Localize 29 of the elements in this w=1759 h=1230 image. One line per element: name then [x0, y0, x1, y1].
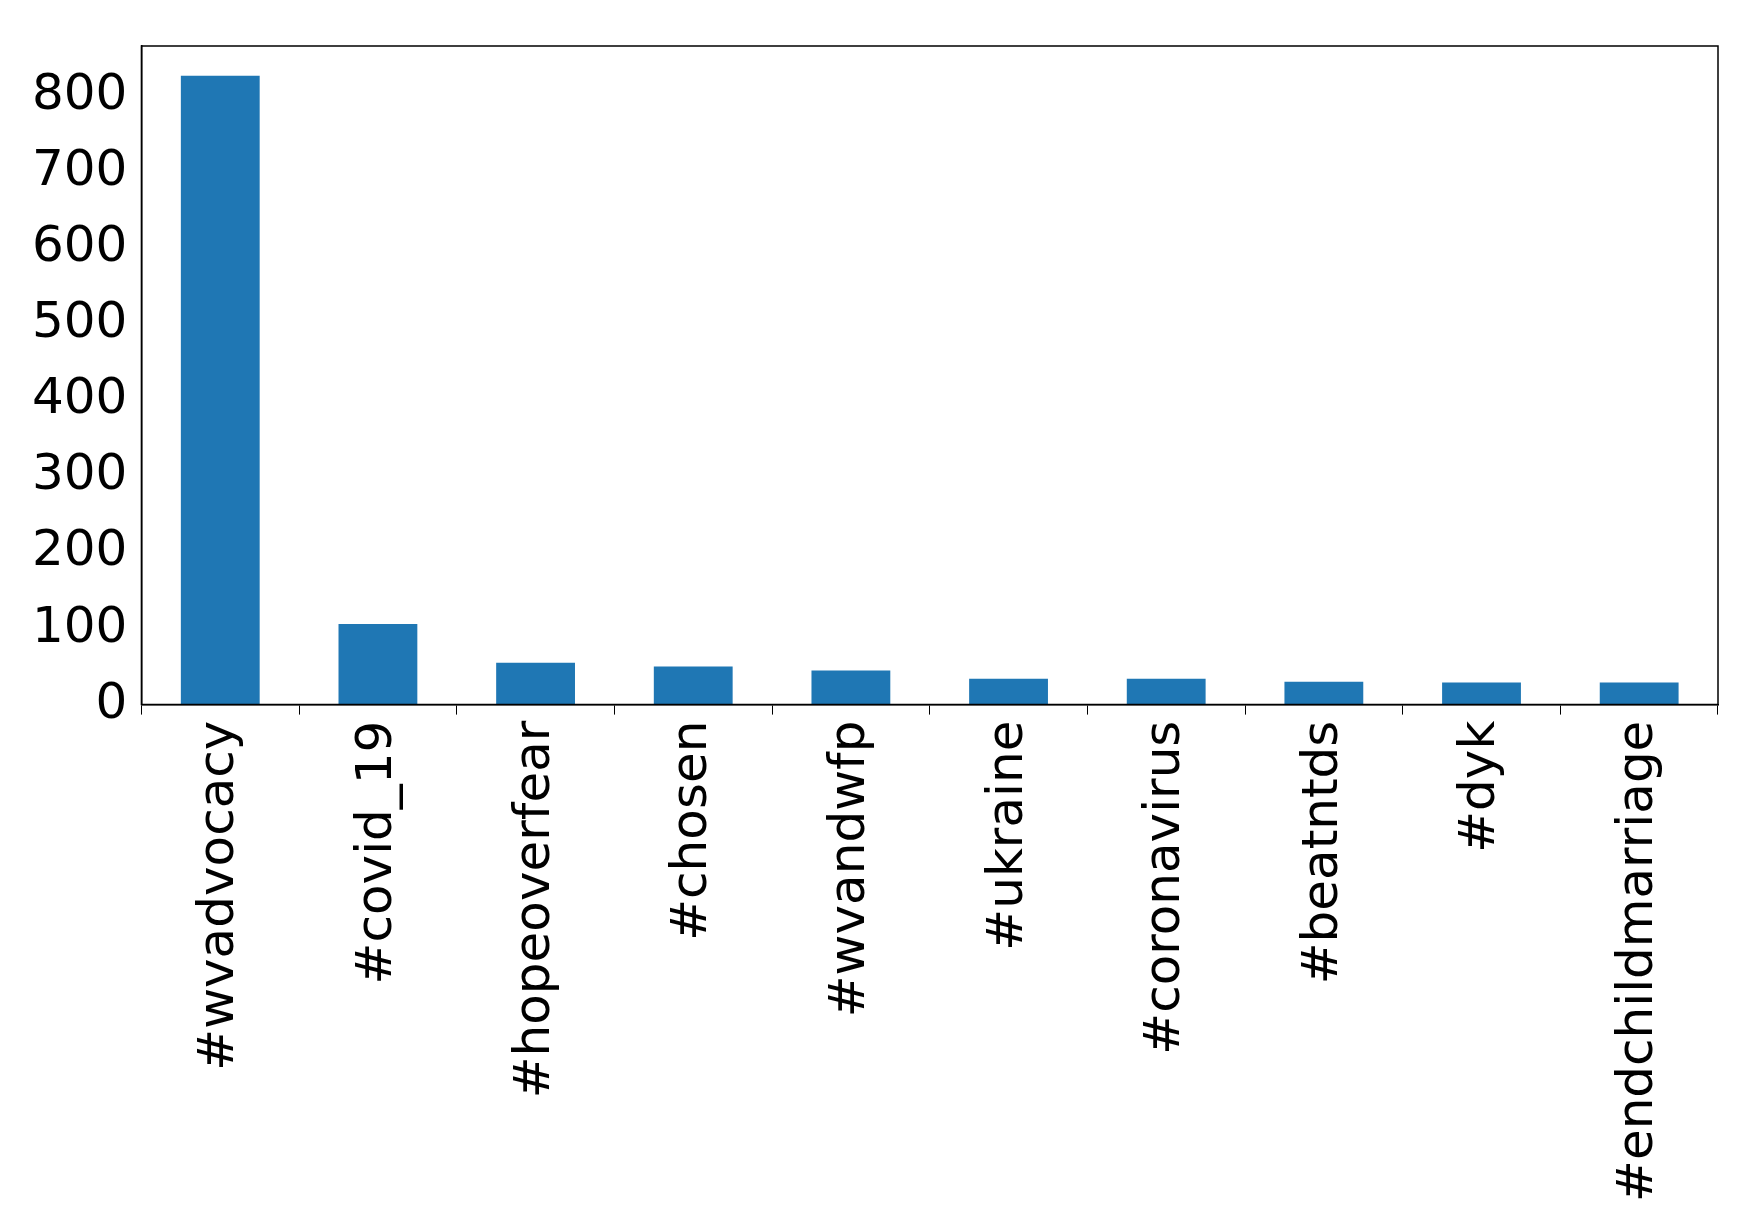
y-tick-label: 800	[32, 63, 128, 122]
bar	[653, 666, 733, 705]
x-tick-label: #hopeoverfear	[502, 720, 561, 1099]
x-tick-label: #coronavirus	[1133, 720, 1192, 1055]
y-tick-label: 100	[32, 595, 128, 654]
x-tick-label: #ukraine	[975, 720, 1034, 951]
x-tick-label: #chosen	[660, 720, 719, 941]
x-tick-label: #dyk	[1448, 720, 1507, 853]
y-tick-label: 600	[32, 215, 128, 274]
bar	[811, 670, 891, 705]
x-tick-label: #endchildmarriage	[1606, 720, 1665, 1203]
y-tick-label: 0	[95, 671, 128, 730]
bar	[1126, 678, 1206, 705]
bar	[1599, 682, 1679, 705]
bar	[338, 623, 418, 705]
y-tick-label: 400	[32, 367, 128, 426]
y-tick-label: 300	[32, 443, 128, 502]
x-tick-label: #wvadvocacy	[187, 720, 246, 1071]
bar	[1284, 681, 1364, 705]
y-tick-label: 700	[32, 139, 128, 198]
x-tick-label: #covid_19	[344, 720, 403, 985]
bar	[496, 662, 575, 705]
x-tick-label: #wvandwfp	[817, 720, 876, 1018]
y-tick-label: 200	[32, 519, 128, 578]
bar	[180, 75, 260, 705]
x-tick-label: #beatntds	[1290, 720, 1349, 985]
bar	[969, 678, 1048, 705]
bar	[1442, 682, 1521, 705]
y-tick-label: 500	[32, 291, 128, 350]
